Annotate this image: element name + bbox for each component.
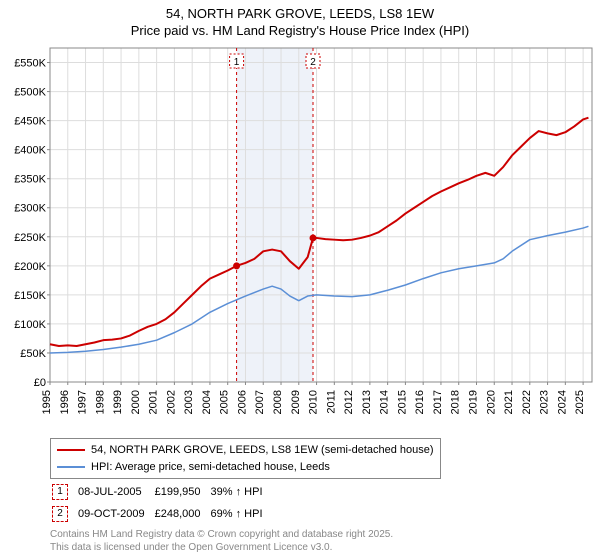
chart-title: 54, NORTH PARK GROVE, LEEDS, LS8 1EW Pri… bbox=[0, 0, 600, 40]
transaction-pct: 69% ↑ HPI bbox=[211, 504, 271, 524]
svg-text:1999: 1999 bbox=[112, 390, 124, 414]
legend-swatch bbox=[57, 466, 85, 468]
svg-text:£250K: £250K bbox=[14, 232, 46, 244]
svg-text:£300K: £300K bbox=[14, 203, 46, 215]
marker-badge: 2 bbox=[52, 506, 68, 522]
attribution-line: This data is licensed under the Open Gov… bbox=[50, 541, 393, 554]
svg-text:2020: 2020 bbox=[485, 390, 497, 414]
svg-text:2019: 2019 bbox=[467, 390, 479, 414]
svg-text:2024: 2024 bbox=[556, 390, 568, 414]
svg-text:1996: 1996 bbox=[59, 390, 71, 414]
svg-text:2000: 2000 bbox=[130, 390, 142, 414]
svg-text:£50K: £50K bbox=[20, 348, 46, 360]
legend-item: 54, NORTH PARK GROVE, LEEDS, LS8 1EW (se… bbox=[57, 442, 434, 459]
svg-text:£200K: £200K bbox=[14, 261, 46, 273]
transaction-date: 08-JUL-2005 bbox=[78, 482, 153, 502]
legend-item: HPI: Average price, semi-detached house,… bbox=[57, 459, 434, 476]
line-chart: 1 2 £0 £50K £100K £150K £200K £250K £300K £350K £4… bbox=[0, 40, 600, 435]
svg-text:£550K: £550K bbox=[14, 57, 46, 69]
legend-label: 54, NORTH PARK GROVE, LEEDS, LS8 1EW (se… bbox=[91, 442, 434, 459]
transaction-price: £248,000 bbox=[155, 504, 209, 524]
svg-text:1997: 1997 bbox=[77, 390, 89, 414]
attribution-line: Contains HM Land Registry data © Crown c… bbox=[50, 528, 393, 541]
transaction-price: £199,950 bbox=[155, 482, 209, 502]
marker-badge: 1 bbox=[52, 484, 68, 500]
svg-text:2016: 2016 bbox=[414, 390, 426, 414]
svg-text:2010: 2010 bbox=[308, 390, 320, 414]
transaction-date: 09-OCT-2009 bbox=[78, 504, 153, 524]
svg-text:2023: 2023 bbox=[539, 390, 551, 414]
svg-text:2009: 2009 bbox=[290, 390, 302, 414]
svg-text:£400K: £400K bbox=[14, 144, 46, 156]
legend-label: HPI: Average price, semi-detached house,… bbox=[91, 459, 330, 476]
legend: 54, NORTH PARK GROVE, LEEDS, LS8 1EW (se… bbox=[50, 438, 441, 479]
svg-text:1: 1 bbox=[234, 57, 240, 68]
title-line1: 54, NORTH PARK GROVE, LEEDS, LS8 1EW bbox=[0, 6, 600, 23]
svg-text:2002: 2002 bbox=[165, 390, 177, 414]
svg-text:2015: 2015 bbox=[396, 390, 408, 414]
transaction-pct: 39% ↑ HPI bbox=[211, 482, 271, 502]
svg-text:2004: 2004 bbox=[201, 390, 213, 414]
legend-swatch bbox=[57, 449, 85, 451]
svg-text:2018: 2018 bbox=[450, 390, 462, 414]
svg-text:2017: 2017 bbox=[432, 390, 444, 414]
svg-text:£450K: £450K bbox=[14, 115, 46, 127]
svg-text:2025: 2025 bbox=[574, 390, 586, 414]
svg-text:2007: 2007 bbox=[254, 390, 266, 414]
svg-text:£350K: £350K bbox=[14, 173, 46, 185]
svg-text:2008: 2008 bbox=[272, 390, 284, 414]
svg-text:2011: 2011 bbox=[325, 390, 337, 414]
svg-text:2014: 2014 bbox=[379, 390, 391, 414]
table-row: 1 08-JUL-2005 £199,950 39% ↑ HPI bbox=[52, 482, 271, 502]
svg-text:1995: 1995 bbox=[41, 390, 53, 414]
svg-text:£100K: £100K bbox=[14, 319, 46, 331]
svg-text:2: 2 bbox=[310, 57, 316, 68]
svg-text:2012: 2012 bbox=[343, 390, 355, 414]
svg-text:1998: 1998 bbox=[94, 390, 106, 414]
table-row: 2 09-OCT-2009 £248,000 69% ↑ HPI bbox=[52, 504, 271, 524]
svg-text:£500K: £500K bbox=[14, 86, 46, 98]
title-line2: Price paid vs. HM Land Registry's House … bbox=[0, 23, 600, 40]
svg-text:2006: 2006 bbox=[236, 390, 248, 414]
svg-text:2022: 2022 bbox=[521, 390, 533, 414]
svg-text:£0: £0 bbox=[34, 377, 46, 389]
svg-text:2021: 2021 bbox=[503, 390, 515, 414]
svg-text:2003: 2003 bbox=[183, 390, 195, 414]
attribution: Contains HM Land Registry data © Crown c… bbox=[50, 528, 393, 554]
transactions-table: 1 08-JUL-2005 £199,950 39% ↑ HPI 2 09-OC… bbox=[50, 480, 273, 526]
svg-text:2001: 2001 bbox=[148, 390, 160, 414]
svg-text:2013: 2013 bbox=[361, 390, 373, 414]
svg-text:£150K: £150K bbox=[14, 290, 46, 302]
svg-text:2005: 2005 bbox=[219, 390, 231, 414]
